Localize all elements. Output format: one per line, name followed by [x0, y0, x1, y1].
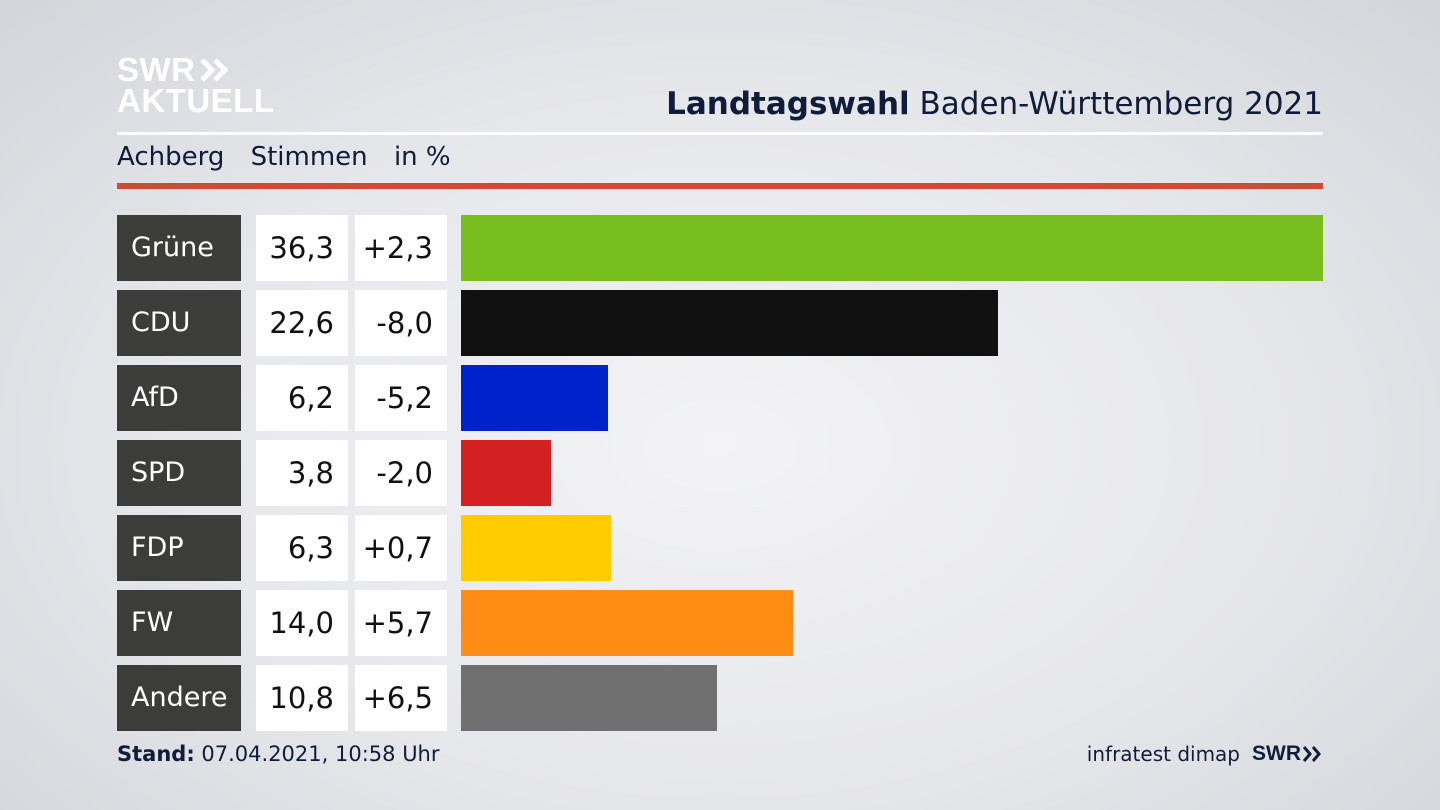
chart-title: Landtagswahl Baden-Württemberg 2021	[666, 86, 1323, 122]
chart-title-rest: Baden-Württemberg 2021	[919, 86, 1323, 122]
header-divider	[117, 132, 1323, 135]
vote-share-value: 6,3	[256, 515, 348, 581]
party-label: FDP	[117, 515, 241, 581]
subheader-measure: Stimmen	[250, 142, 368, 172]
subheader: Achberg Stimmen in %	[117, 142, 469, 172]
timestamp-value: 07.04.2021, 10:58 Uhr	[201, 742, 440, 766]
subheader-unit: in %	[393, 142, 451, 172]
result-row: CDU 22,6 -8,0	[117, 290, 1323, 356]
party-label: AfD	[117, 365, 241, 431]
source-name: infratest dimap	[1086, 742, 1240, 766]
source-credit: infratest dimap SWR	[1087, 742, 1323, 766]
timestamp: Stand: 07.04.2021, 10:58 Uhr	[117, 742, 440, 766]
accent-divider	[117, 183, 1323, 189]
vote-change-value: +6,5	[355, 665, 447, 731]
party-label: SPD	[117, 440, 241, 506]
swr-logo-text: SWR	[1252, 742, 1301, 765]
result-row: Grüne 36,3 +2,3	[117, 215, 1323, 281]
double-chevron-icon	[199, 57, 229, 82]
vote-change-value: -8,0	[355, 290, 447, 356]
vote-share-bar	[461, 440, 551, 506]
vote-share-bar	[461, 290, 998, 356]
vote-share-value: 10,8	[256, 665, 348, 731]
result-row: Andere 10,8 +6,5	[117, 665, 1323, 731]
vote-share-bar	[461, 515, 611, 581]
subheader-place: Achberg	[117, 142, 225, 172]
vote-change-value: -5,2	[355, 365, 447, 431]
timestamp-label: Stand:	[117, 742, 195, 766]
party-label: Andere	[117, 665, 241, 731]
double-chevron-icon	[1303, 746, 1321, 762]
vote-change-value: +2,3	[355, 215, 447, 281]
vote-share-value: 6,2	[256, 365, 348, 431]
vote-change-value: +5,7	[355, 590, 447, 656]
vote-share-bar	[461, 665, 717, 731]
vote-change-value: +0,7	[355, 515, 447, 581]
vote-share-value: 36,3	[256, 215, 348, 281]
vote-change-value: -2,0	[355, 440, 447, 506]
vote-share-value: 3,8	[256, 440, 348, 506]
party-label: FW	[117, 590, 241, 656]
result-row: SPD 3,8 -2,0	[117, 440, 1323, 506]
swr-aktuell-logo: SWR AKTUELL	[117, 51, 275, 119]
chart-title-bold: Landtagswahl	[666, 86, 910, 122]
logo-text-swr: SWR	[117, 51, 196, 88]
result-row: AfD 6,2 -5,2	[117, 365, 1323, 431]
swr-logo-small: SWR	[1252, 742, 1323, 766]
party-label: CDU	[117, 290, 241, 356]
party-label: Grüne	[117, 215, 241, 281]
vote-share-bar	[461, 365, 608, 431]
logo-text-aktuell: AKTUELL	[117, 82, 275, 119]
vote-share-value: 22,6	[256, 290, 348, 356]
vote-share-bar	[461, 590, 793, 656]
result-row: FW 14,0 +5,7	[117, 590, 1323, 656]
result-row: FDP 6,3 +0,7	[117, 515, 1323, 581]
vote-share-value: 14,0	[256, 590, 348, 656]
vote-share-bar	[461, 215, 1323, 281]
